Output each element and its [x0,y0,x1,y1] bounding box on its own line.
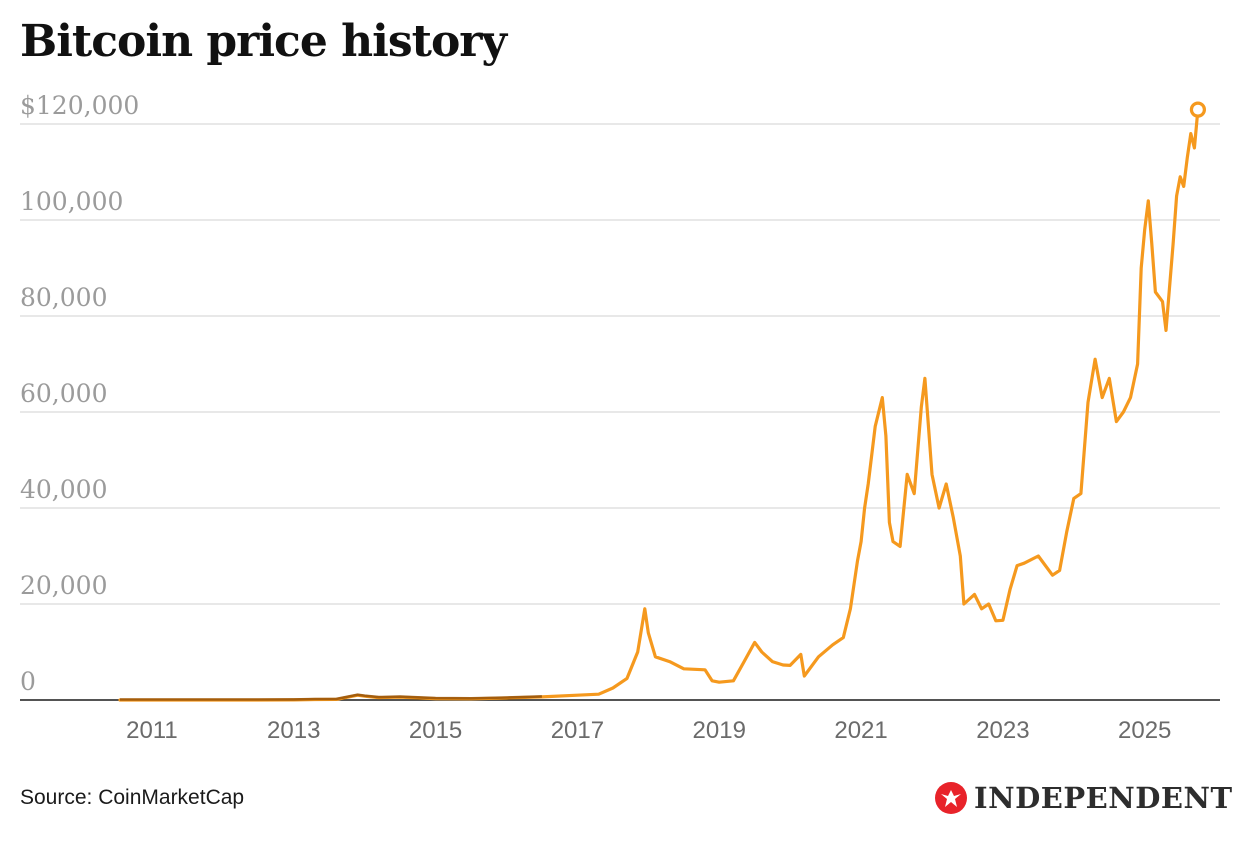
y-tick-label: 0 [20,667,36,696]
x-tick-label: 2011 [126,717,178,744]
price-line-early [120,693,542,701]
y-tick-label: 60,000 [20,379,107,408]
y-tick-label: 40,000 [20,475,107,504]
price-line [118,108,1200,702]
x-tick-label: 2025 [1118,717,1171,744]
independent-logo: INDEPENDENT [934,781,1233,815]
x-tick-label: 2017 [551,717,604,744]
chart-title: Bitcoin price history [20,16,507,67]
eagle-logo-icon [935,782,967,814]
gridlines [20,123,1220,701]
y-tick-label: 80,000 [20,283,107,312]
x-tick-label: 2013 [267,717,320,744]
x-tick-label: 2019 [693,717,746,744]
line-chart: 0 20,000 40,000 60,000 80,000 100,000 $120,000… [20,91,1220,744]
x-tick-label: 2021 [834,717,887,744]
brand-wordmark: INDEPENDENT [974,781,1233,815]
latest-price-marker [1189,101,1207,118]
x-tick-label: 2023 [976,717,1029,744]
y-axis-labels: 0 20,000 40,000 60,000 80,000 100,000 $120,000 [20,91,139,696]
y-tick-label: 20,000 [20,571,107,600]
y-tick-label: $120,000 [20,91,139,120]
price-series [118,101,1207,702]
y-tick-label: 100,000 [20,187,123,216]
x-axis-labels: 2011 2013 2015 2017 2019 2021 2023 2025 [126,717,1171,744]
source-note: Source: CoinMarketCap [20,786,245,809]
x-tick-label: 2015 [409,717,462,744]
